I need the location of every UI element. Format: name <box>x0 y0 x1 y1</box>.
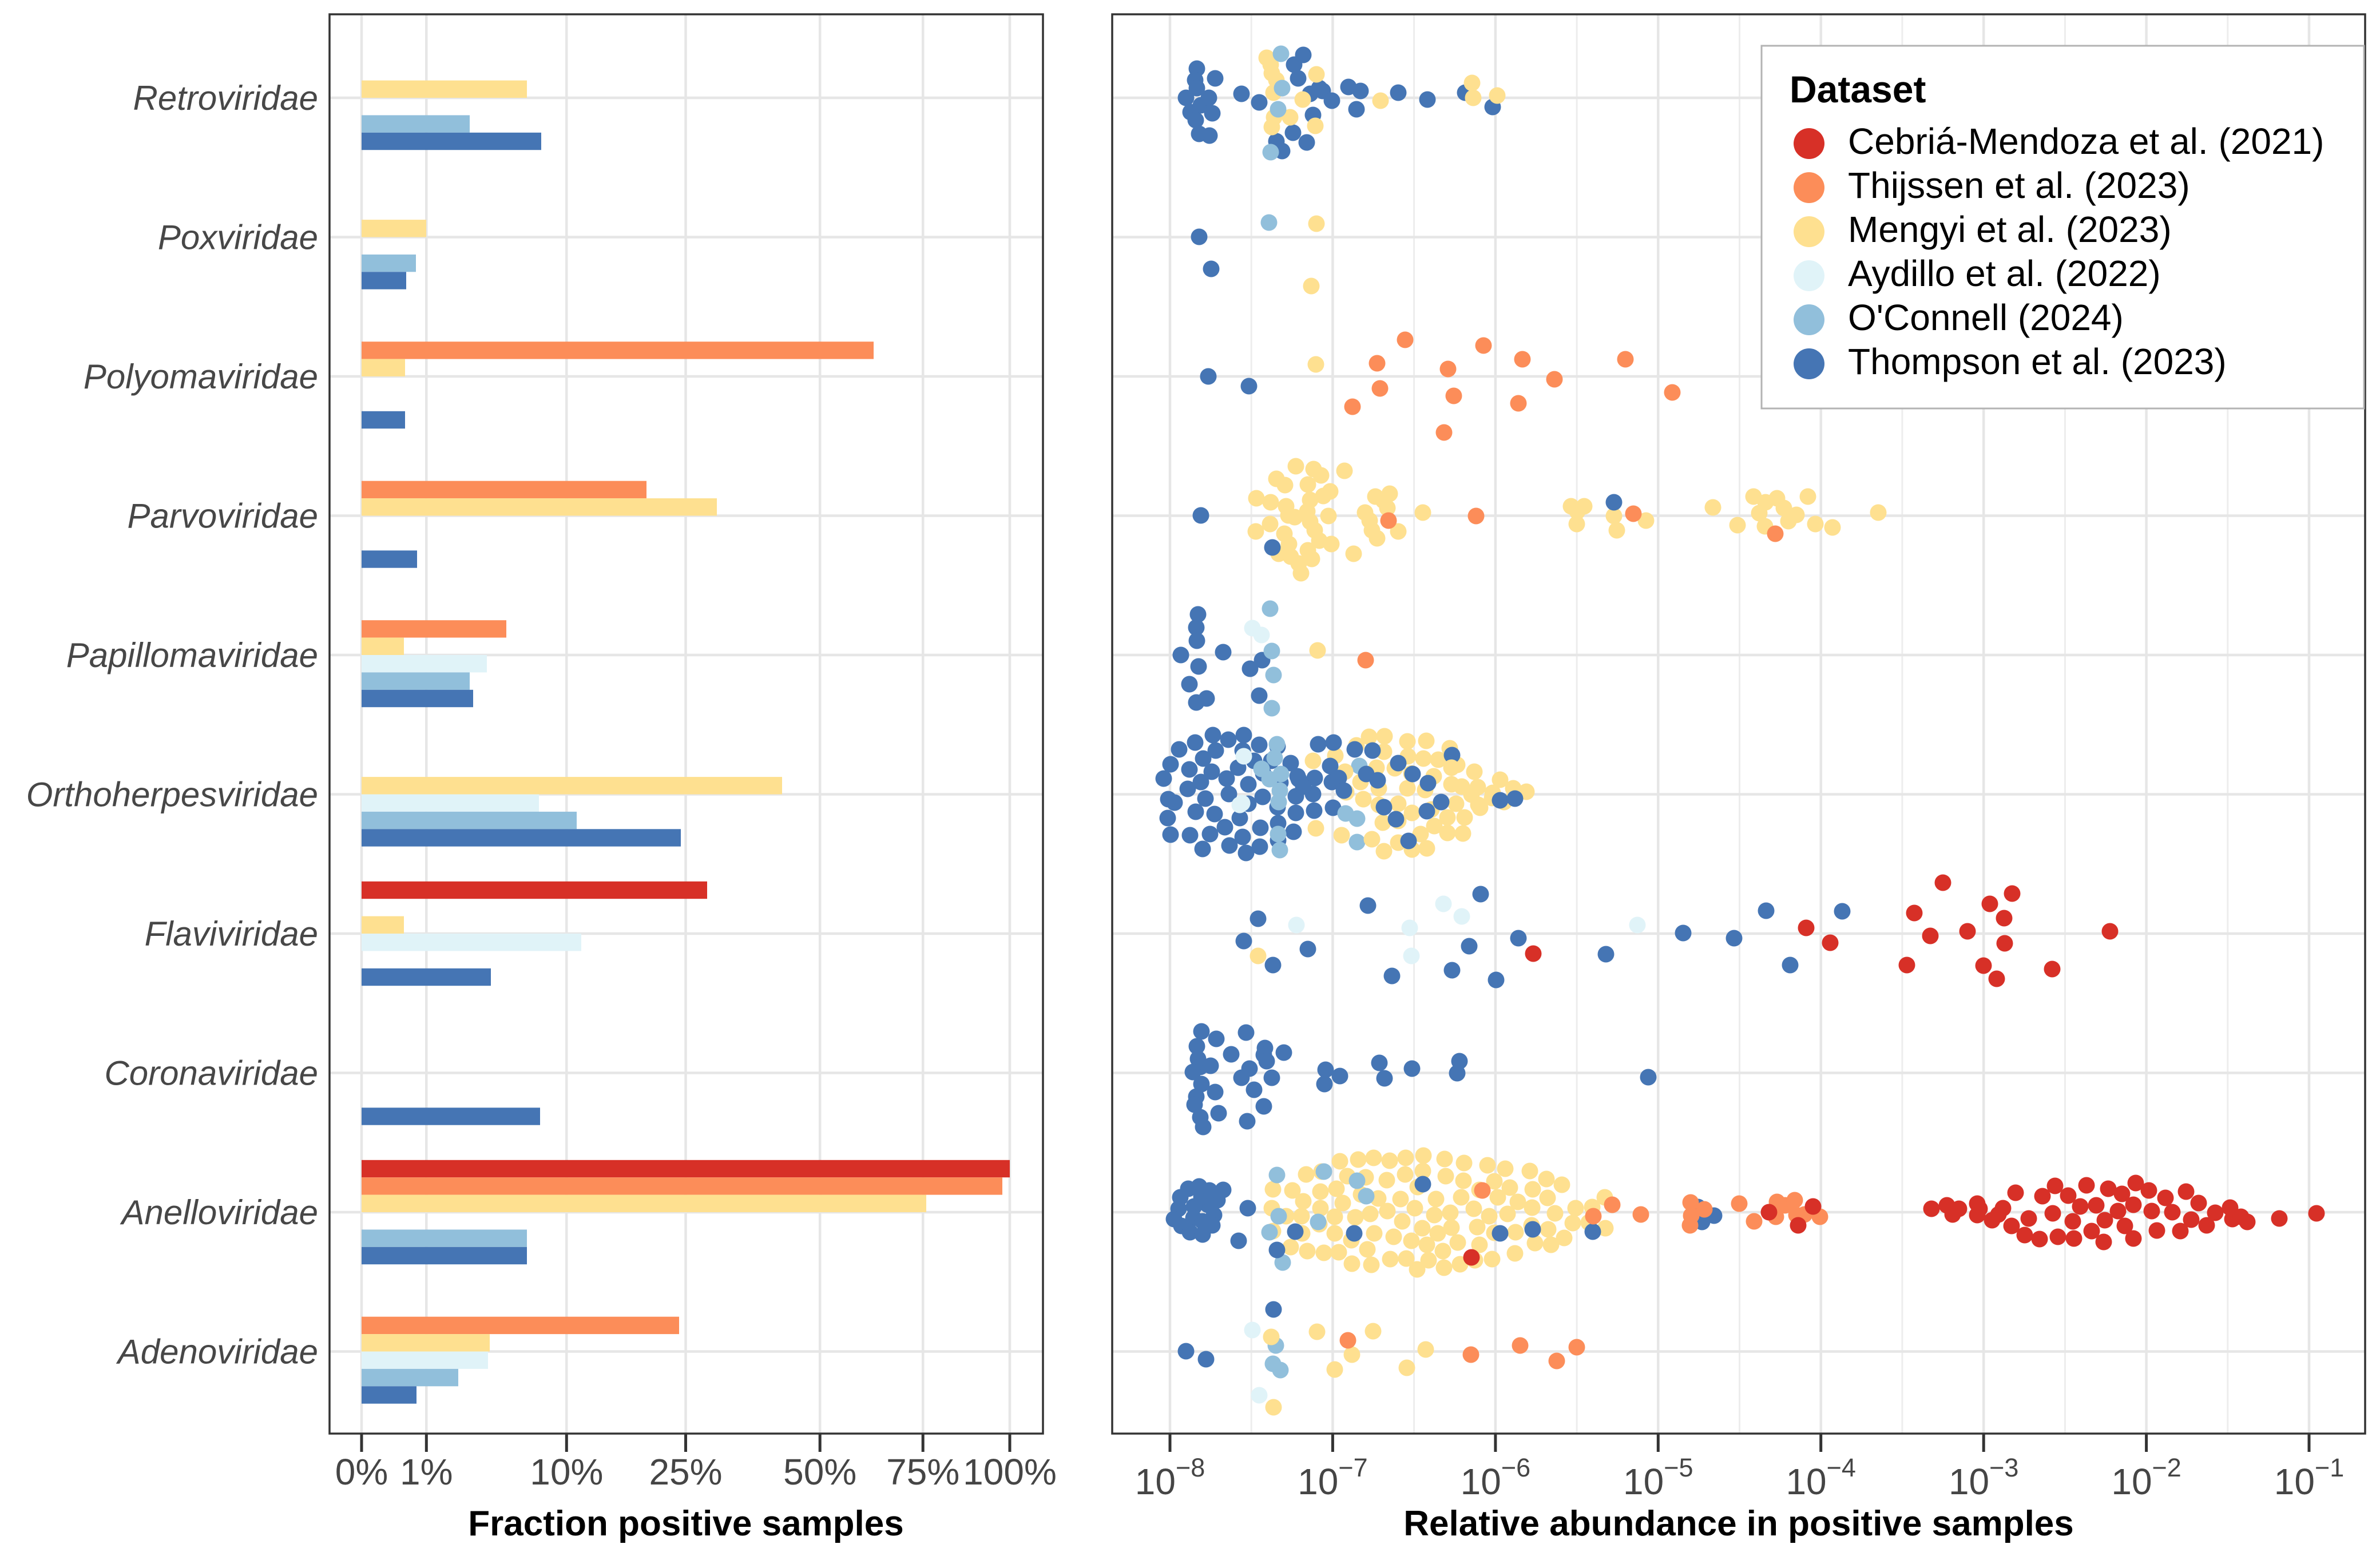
svg-text:100%: 100% <box>963 1451 1057 1493</box>
svg-text:Anelloviridae: Anelloviridae <box>120 1193 318 1232</box>
svg-text:Thompson et al. (2023): Thompson et al. (2023) <box>1848 341 2227 382</box>
svg-text:1%: 1% <box>400 1451 453 1493</box>
svg-text:10−2: 10−2 <box>2111 1453 2181 1502</box>
svg-text:10−7: 10−7 <box>1298 1453 1368 1502</box>
svg-text:O'Connell (2024): O'Connell (2024) <box>1848 297 2124 338</box>
svg-text:Flaviviridae: Flaviviridae <box>145 915 318 953</box>
svg-text:0%: 0% <box>335 1451 388 1493</box>
svg-text:Parvoviridae: Parvoviridae <box>128 497 319 535</box>
svg-text:10−4: 10−4 <box>1786 1453 1856 1502</box>
svg-text:25%: 25% <box>649 1451 722 1493</box>
svg-text:Papillomaviridae: Papillomaviridae <box>66 636 318 674</box>
svg-text:Cebriá-Mendoza et al. (2021): Cebriá-Mendoza et al. (2021) <box>1848 121 2324 162</box>
svg-text:Poxviridae: Poxviridae <box>158 219 318 257</box>
svg-text:Mengyi et al. (2023): Mengyi et al. (2023) <box>1848 209 2172 250</box>
svg-text:Aydillo et al. (2022): Aydillo et al. (2022) <box>1848 253 2161 294</box>
svg-text:Retroviridae: Retroviridae <box>133 79 318 117</box>
svg-text:Coronaviridae: Coronaviridae <box>104 1054 318 1093</box>
svg-text:Orthoherpesviridae: Orthoherpesviridae <box>26 776 318 814</box>
svg-text:Relative abundance in positive: Relative abundance in positive samples <box>1403 1504 2074 1543</box>
svg-text:Thijssen et al. (2023): Thijssen et al. (2023) <box>1848 165 2190 206</box>
svg-text:Polyomaviridae: Polyomaviridae <box>84 358 318 396</box>
svg-text:75%: 75% <box>886 1451 959 1493</box>
svg-text:Fraction positive samples: Fraction positive samples <box>468 1504 903 1543</box>
svg-text:50%: 50% <box>783 1451 856 1493</box>
svg-text:Dataset: Dataset <box>1790 68 1926 110</box>
svg-text:10%: 10% <box>530 1451 603 1493</box>
svg-text:Adenoviridae: Adenoviridae <box>116 1333 318 1371</box>
